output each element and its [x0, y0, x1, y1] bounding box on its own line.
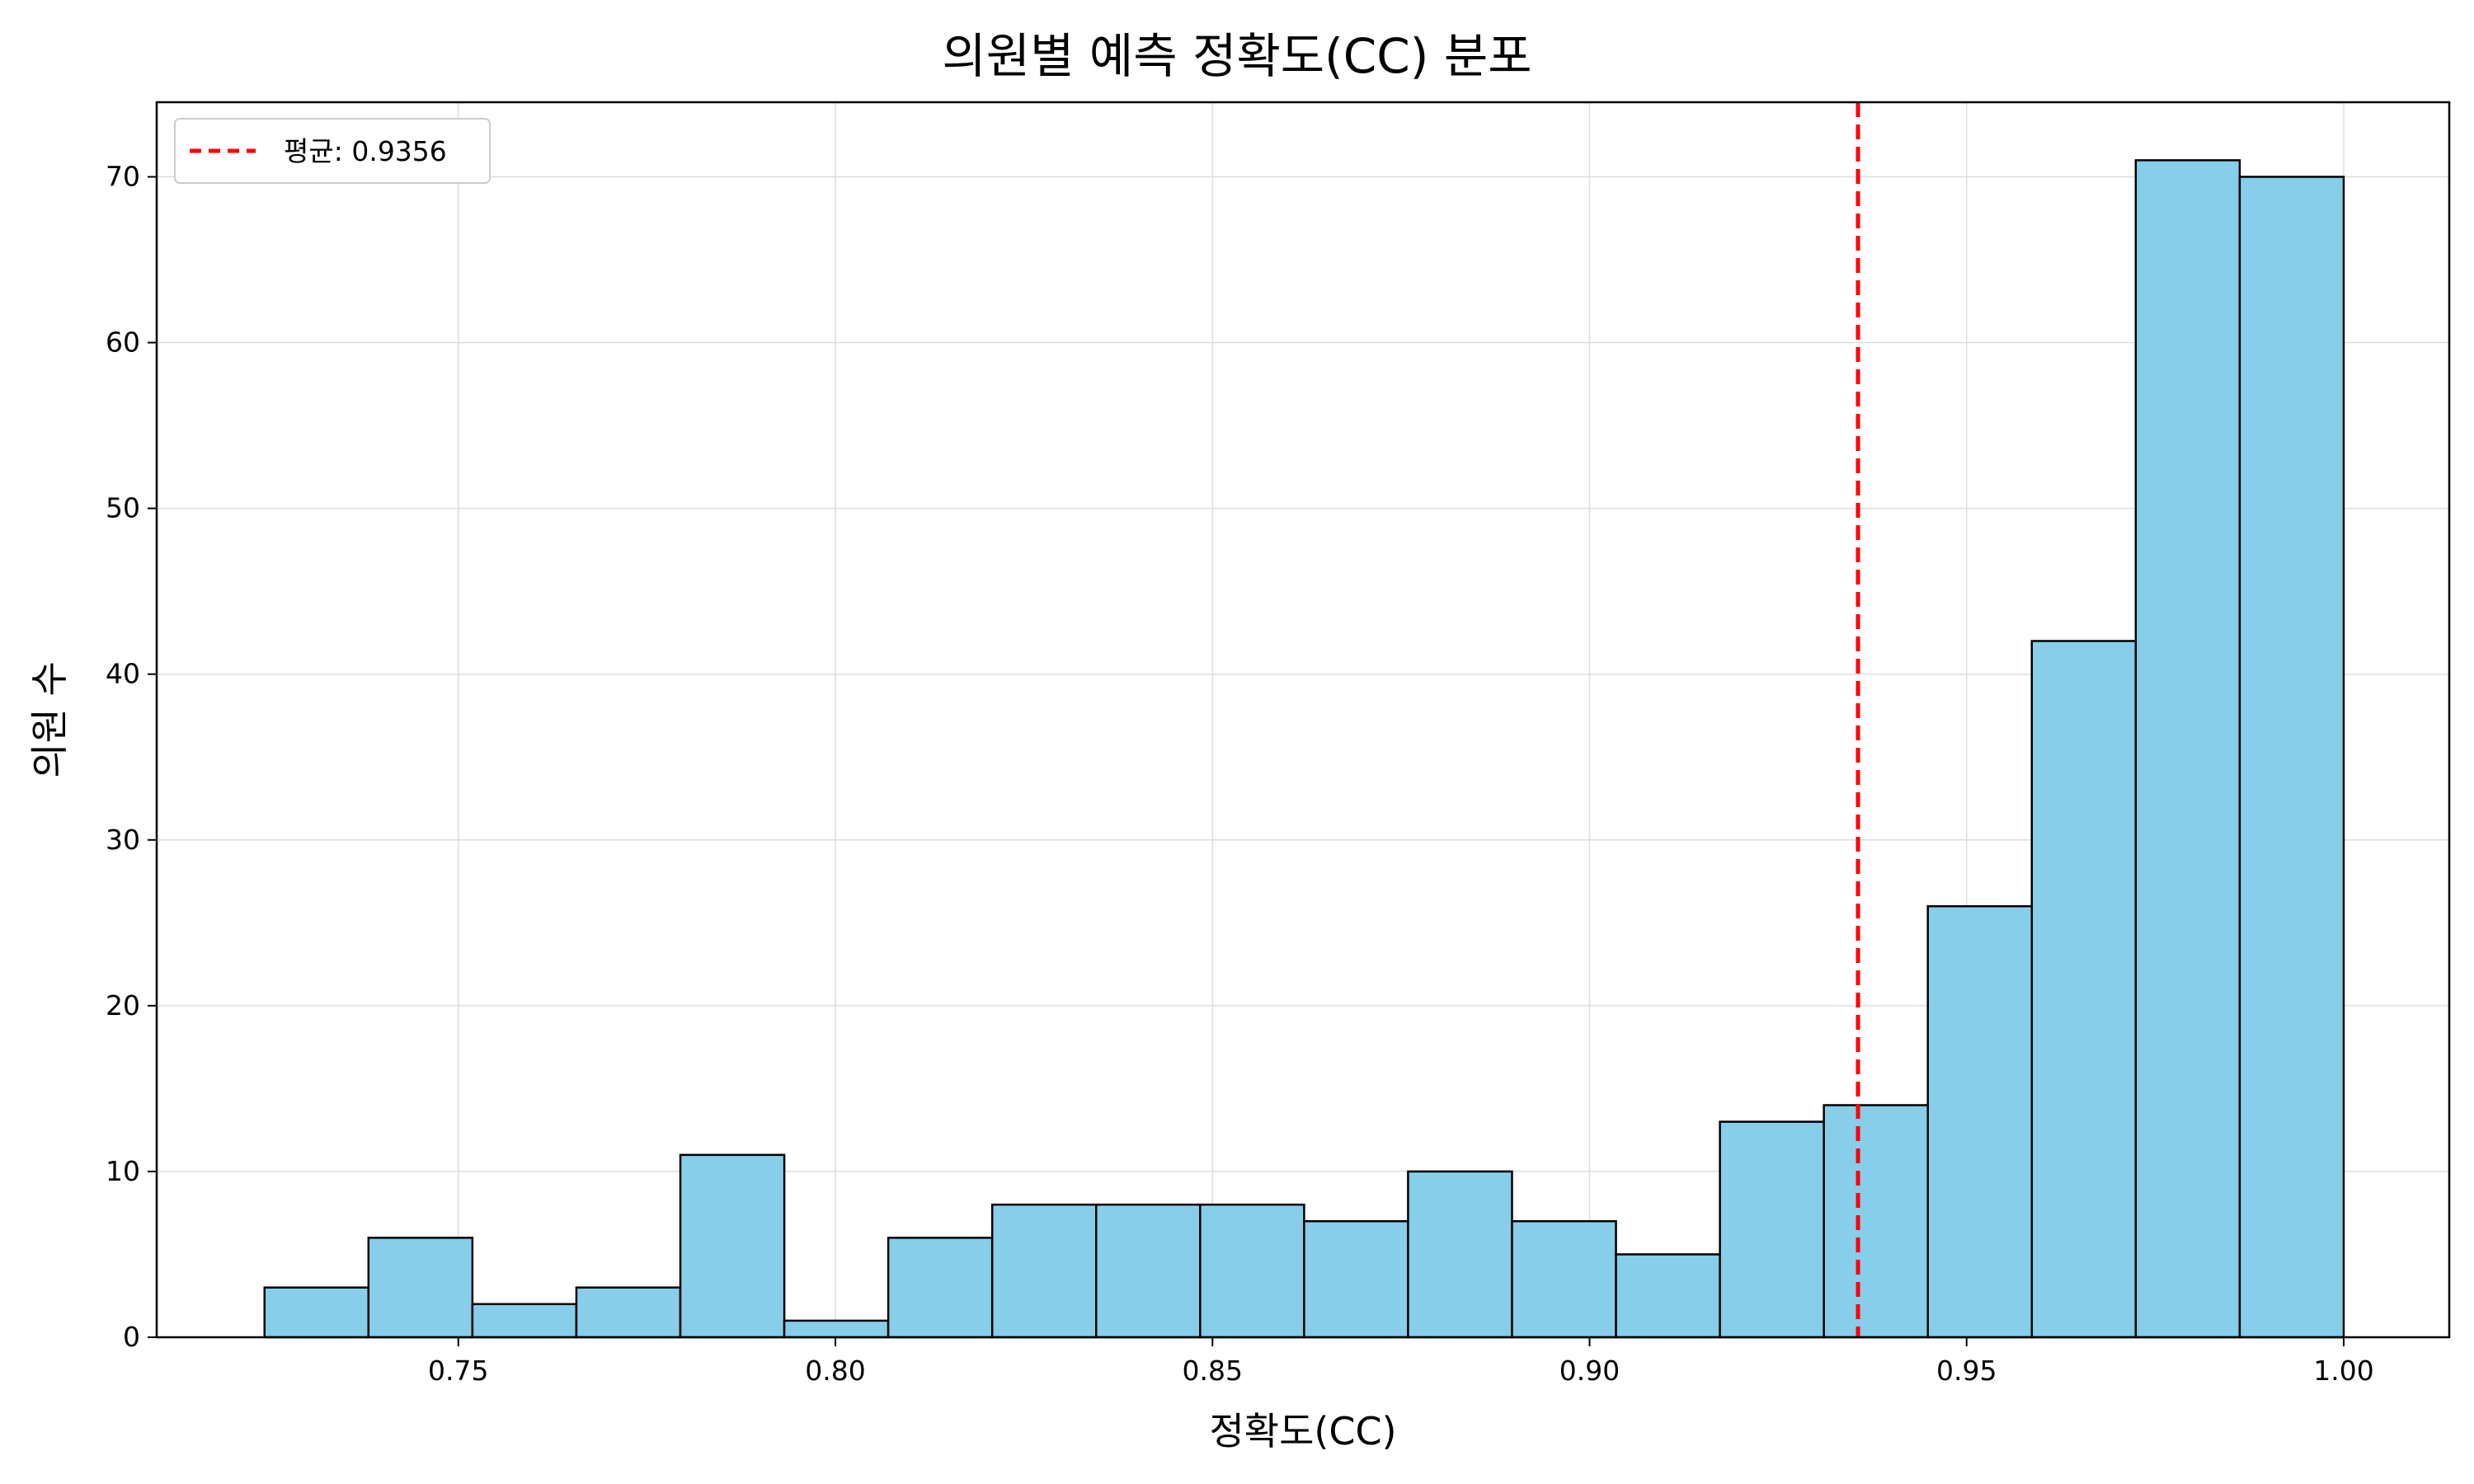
y-tick-label: 30: [106, 824, 140, 856]
x-tick-label: 0.85: [1183, 1355, 1243, 1387]
histogram-bar: [1511, 1219, 1617, 1339]
y-tick-label: 40: [106, 658, 140, 690]
histogram-bar: [1615, 1253, 1721, 1339]
histogram-bar: [1719, 1120, 1825, 1339]
x-axis-ticks: 0.75 0.80 0.85 0.90 0.95 1.00: [428, 1337, 2374, 1387]
histogram-bar: [1095, 1203, 1202, 1339]
legend: 평균: 0.9356: [174, 118, 491, 184]
histogram-bar: [1926, 904, 2034, 1339]
legend-mean-label: 평균: 0.9356: [284, 135, 447, 167]
histogram-bar: [783, 1319, 890, 1339]
plot-frame: [155, 101, 2451, 1339]
x-tick-label: 0.95: [1936, 1355, 1997, 1387]
histogram-bar: [2134, 159, 2241, 1339]
y-tick-label: 0: [123, 1321, 140, 1353]
histogram-bar: [1407, 1170, 1513, 1339]
x-tick-label: 0.90: [1559, 1355, 1620, 1387]
histogram-bar: [1303, 1219, 1409, 1339]
y-tick-label: 10: [106, 1155, 140, 1187]
y-tick-label: 20: [106, 989, 140, 1021]
x-axis-label: 정확도(CC): [1209, 1409, 1396, 1453]
histogram-bar: [990, 1203, 1098, 1339]
y-tick-label: 60: [106, 326, 140, 359]
histogram-bar: [679, 1153, 786, 1339]
histogram-bar: [1823, 1104, 1929, 1339]
histogram-bar: [1199, 1203, 1305, 1339]
x-tick-label: 1.00: [2313, 1355, 2373, 1387]
y-axis-label: 의원 수: [27, 661, 72, 778]
histogram-bars: [263, 159, 2345, 1339]
histogram-bar: [2238, 176, 2345, 1339]
histogram-bar: [367, 1237, 474, 1339]
y-tick-label: 70: [106, 160, 140, 192]
histogram-bar: [471, 1303, 578, 1339]
legend-box: [174, 118, 491, 184]
y-axis-ticks: 0 10 20 30 40 50 60 70: [106, 160, 157, 1353]
chart-title: 의원별 예측 정확도(CC) 분포: [942, 28, 1531, 84]
histogram-bar: [887, 1237, 994, 1339]
histogram-bar: [575, 1286, 682, 1339]
y-tick-label: 50: [106, 492, 140, 524]
histogram-bar: [2030, 640, 2138, 1339]
x-tick-label: 0.75: [428, 1355, 488, 1387]
histogram-bar: [263, 1286, 370, 1339]
x-tick-label: 0.80: [805, 1355, 865, 1387]
